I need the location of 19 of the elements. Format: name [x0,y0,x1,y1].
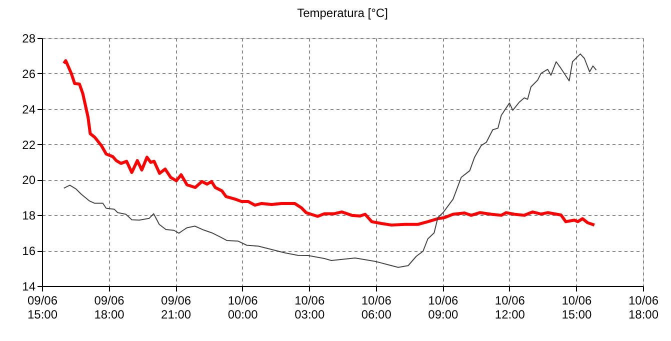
y-tick-label: 24 [22,102,36,116]
x-tick-label: 10/06 00:00 [228,294,258,322]
chart-title: Temperatura [°C] [297,6,388,20]
x-tick-label: 10/06 03:00 [294,294,325,322]
y-tick-label: 28 [22,32,36,46]
x-tick-label: 09/06 15:00 [27,294,58,322]
y-tick-label: 16 [22,244,36,258]
y-tick-label: 14 [22,280,36,294]
y-tick-label: 22 [22,138,36,152]
y-tick-label: 26 [22,66,36,81]
x-tick-label: 09/06 18:00 [94,294,125,322]
x-tick-label: 10/06 12:00 [494,294,526,322]
x-tick-label: 10/06 06:00 [361,294,392,322]
x-tick-label: 09/06 21:00 [161,294,192,322]
y-tick-label: 18 [22,208,36,223]
y-tick-label: 20 [22,173,36,188]
x-tick-label: 10/06 15:00 [562,294,592,322]
x-tick-label: 10/06 09:00 [428,294,459,322]
x-tick-label: 10/06 18:00 [628,294,659,322]
